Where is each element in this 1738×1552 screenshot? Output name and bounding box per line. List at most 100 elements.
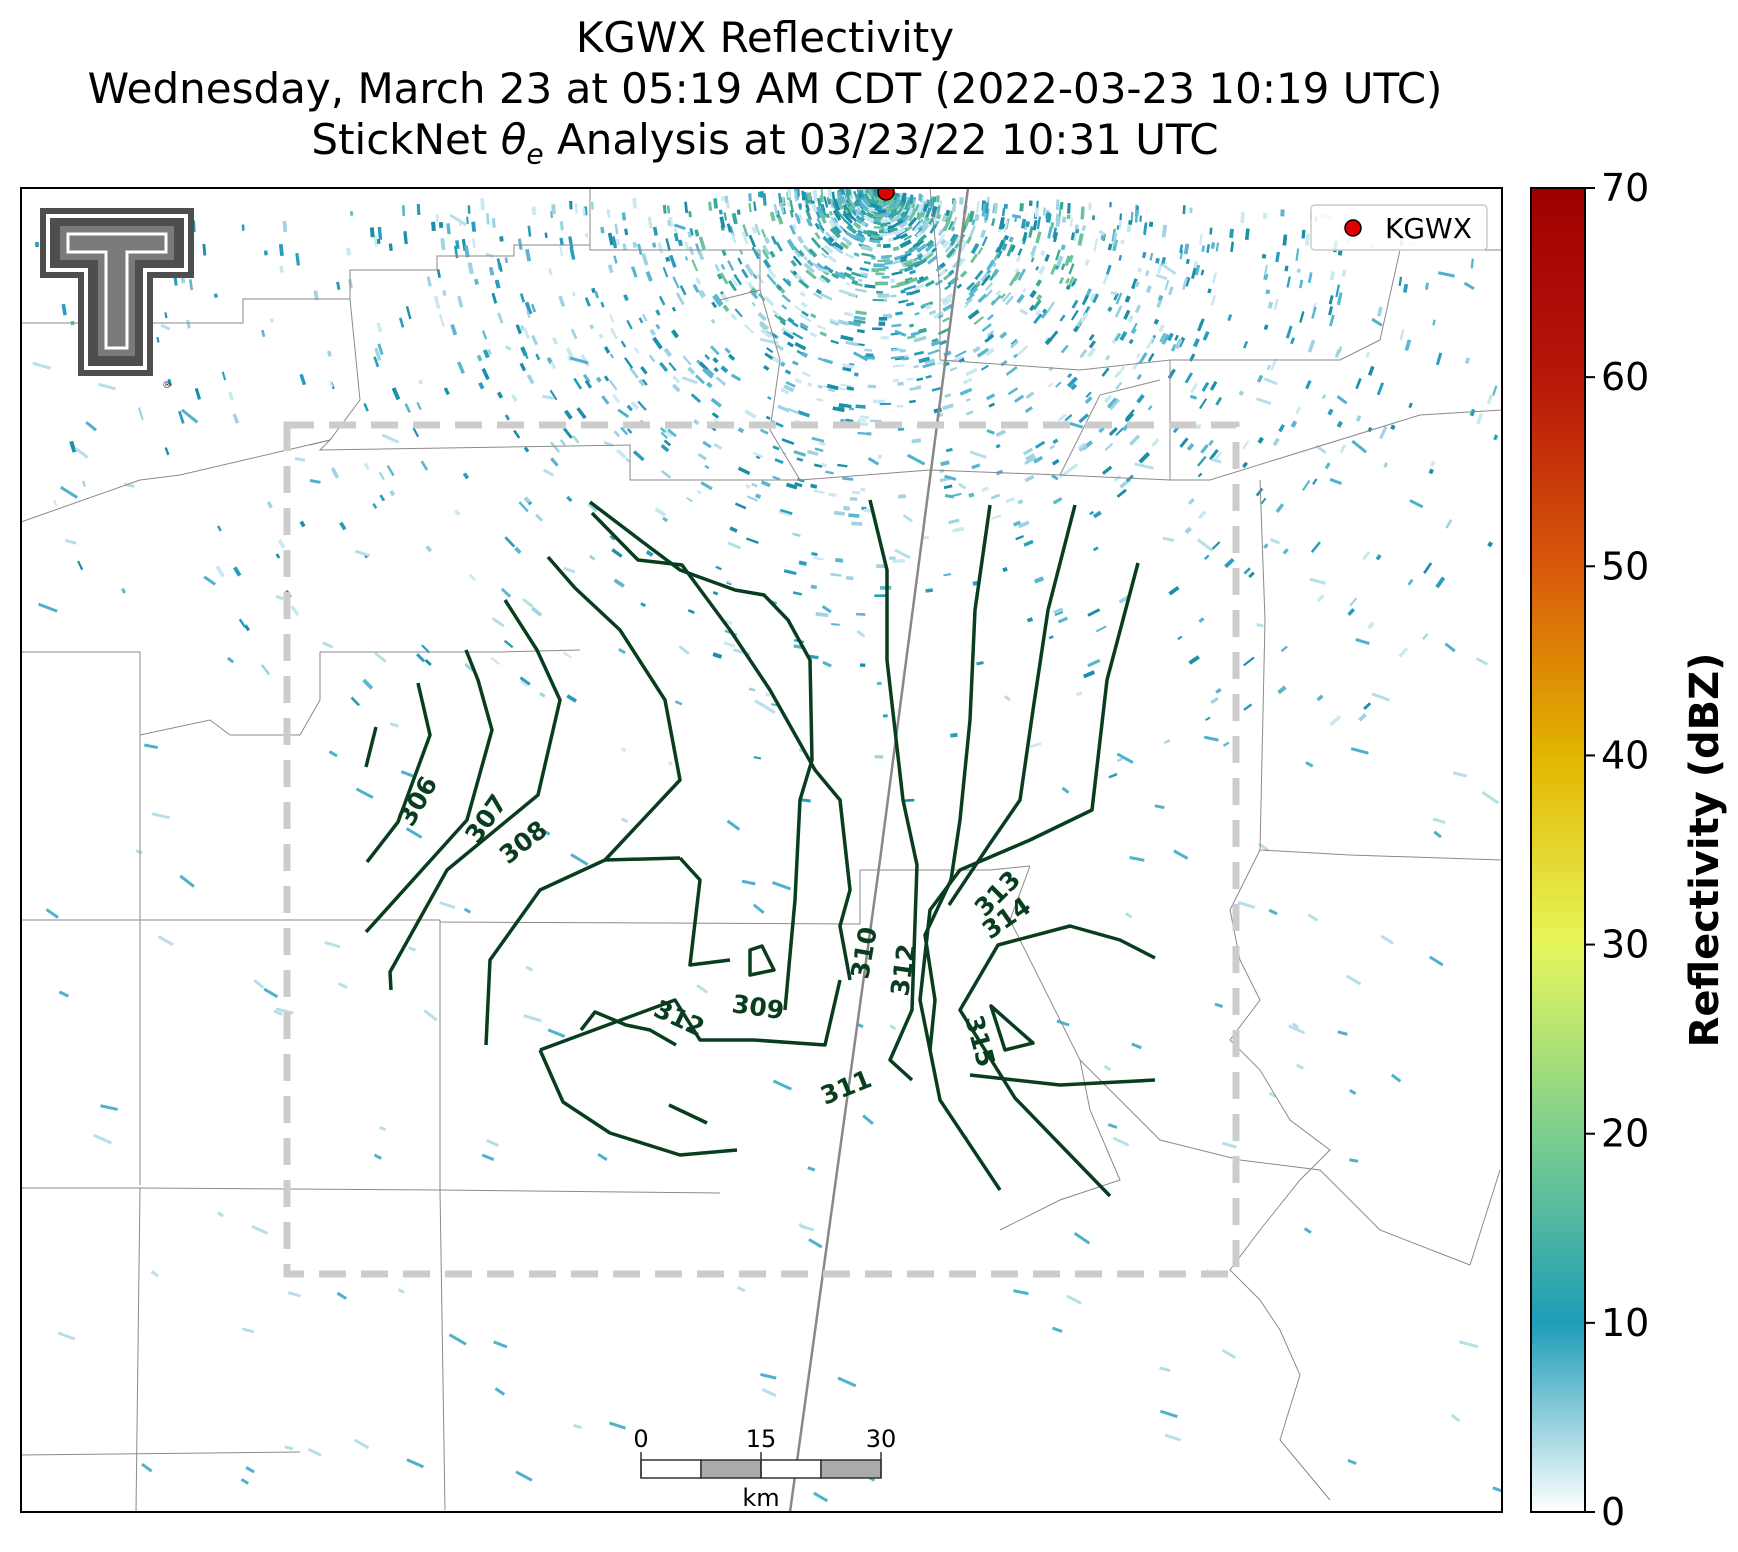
radar-echo-pixel bbox=[899, 255, 908, 261]
radar-echo-pixel bbox=[1066, 1294, 1082, 1305]
radar-echo-pixel bbox=[100, 1104, 119, 1111]
radar-echo-pixel bbox=[1224, 557, 1235, 569]
radar-echo-pixel bbox=[1212, 272, 1217, 284]
radar-echo-pixel bbox=[330, 467, 340, 479]
radar-echo-pixel bbox=[389, 722, 399, 728]
radar-echo-pixel bbox=[77, 560, 84, 571]
radar-echo-pixel bbox=[816, 262, 825, 270]
radar-echo-pixel bbox=[450, 323, 458, 336]
radar-echo-pixel bbox=[1020, 218, 1027, 229]
radar-echo-pixel bbox=[623, 294, 629, 302]
radar-echo-pixel bbox=[640, 366, 648, 375]
radar-echo-pixel bbox=[613, 430, 621, 438]
radar-echo-pixel bbox=[1108, 772, 1118, 779]
radar-echo-pixel bbox=[799, 1224, 815, 1232]
contour-label-306: 306 bbox=[392, 771, 443, 831]
radar-echo-pixel bbox=[573, 1423, 582, 1430]
radar-echo-pixel bbox=[879, 402, 892, 406]
radar-echo-pixel bbox=[987, 330, 995, 337]
radar-echo-pixel bbox=[1229, 228, 1234, 238]
radar-echo-pixel bbox=[696, 984, 709, 994]
radar-echo-pixel bbox=[559, 438, 566, 446]
radar-echo-pixel bbox=[1345, 974, 1362, 986]
radar-echo-pixel bbox=[924, 242, 935, 253]
radar-echo-pixel bbox=[792, 255, 803, 266]
radar-echo-pixel bbox=[615, 448, 627, 460]
radar-echo-pixel bbox=[843, 311, 854, 317]
radar-echo-pixel bbox=[647, 216, 653, 229]
radar-echo-pixel bbox=[608, 1421, 626, 1430]
contour-label-310: 310 bbox=[845, 925, 883, 981]
radar-echo-pixel bbox=[1157, 263, 1163, 274]
radar-echo-pixel bbox=[907, 260, 920, 269]
radar-echo-pixel bbox=[1035, 266, 1040, 271]
radar-echo-pixel bbox=[641, 313, 648, 322]
radar-echo-pixel bbox=[607, 264, 614, 274]
radar-echo-pixel bbox=[241, 1327, 255, 1334]
radar-echo-pixel bbox=[706, 381, 713, 389]
radar-echo-pixel bbox=[157, 935, 174, 946]
radar-echo-pixel bbox=[845, 340, 859, 347]
radar-echo-pixel bbox=[805, 269, 817, 280]
radar-echo-pixel bbox=[863, 194, 873, 205]
radar-echo-pixel bbox=[435, 214, 439, 222]
radar-echo-pixel bbox=[927, 349, 940, 356]
radar-echo-pixel bbox=[1033, 313, 1043, 325]
radar-echo-pixel bbox=[720, 365, 729, 373]
radar-echo-pixel bbox=[851, 279, 859, 286]
radar-echo-pixel bbox=[603, 346, 611, 354]
radar-echo-pixel bbox=[1242, 440, 1250, 450]
radar-echo-pixel bbox=[882, 243, 891, 249]
radar-echo-pixel bbox=[1321, 394, 1327, 400]
radar-echo-pixel bbox=[1380, 934, 1394, 945]
radar-echo-pixel bbox=[677, 239, 684, 247]
radar-echo-pixel bbox=[936, 195, 940, 203]
radar-echo-pixel bbox=[1015, 534, 1024, 541]
radar-echo-pixel bbox=[1215, 687, 1222, 694]
radar-echo-pixel bbox=[1082, 670, 1096, 679]
radar-echo-pixel bbox=[1240, 212, 1245, 224]
radar-echo-pixel bbox=[1210, 541, 1221, 552]
radar-echo-pixel bbox=[840, 334, 854, 342]
radar-echo-pixel bbox=[1355, 415, 1362, 422]
radar-echo-pixel bbox=[829, 227, 841, 239]
radar-echo-pixel bbox=[1312, 478, 1318, 485]
radar-echo-pixel bbox=[726, 223, 732, 233]
radar-echo-pixel bbox=[1030, 257, 1035, 263]
radar-echo-pixel bbox=[584, 379, 592, 389]
radar-echo-pixel bbox=[859, 663, 866, 667]
radar-echo-pixel bbox=[373, 651, 387, 663]
radar-echo-pixel bbox=[727, 580, 733, 584]
radar-echo-pixel bbox=[504, 345, 512, 351]
radar-echo-pixel bbox=[945, 293, 954, 301]
radar-echo-pixel bbox=[1355, 377, 1362, 390]
radar-echo-pixel bbox=[1198, 617, 1205, 623]
radar-echo-pixel bbox=[350, 696, 360, 707]
radar-echo-pixel bbox=[828, 210, 833, 216]
radar-echo-pixel bbox=[681, 376, 698, 385]
radar-echo-pixel bbox=[899, 239, 912, 249]
radar-echo-pixel bbox=[1002, 291, 1012, 303]
radar-echo-pixel bbox=[1017, 499, 1024, 505]
radar-echo-pixel bbox=[655, 323, 661, 330]
radar-echo-pixel bbox=[1282, 548, 1289, 555]
radar-echo-pixel bbox=[1365, 351, 1370, 358]
radar-echo-pixel bbox=[793, 450, 807, 457]
radar-echo-pixel bbox=[632, 198, 637, 209]
radar-echo-pixel bbox=[855, 288, 867, 293]
radar-echo-pixel bbox=[853, 252, 860, 257]
radar-echo-pixel bbox=[860, 221, 867, 227]
radar-echo-pixel bbox=[1201, 245, 1206, 253]
radar-echo-pixel bbox=[1463, 281, 1475, 291]
radar-echo-pixel bbox=[1028, 226, 1034, 238]
radar-echo-pixel bbox=[1050, 263, 1058, 275]
radar-echo-pixel bbox=[730, 232, 737, 244]
radar-echo-pixel bbox=[972, 345, 981, 354]
radar-echo-pixel bbox=[624, 357, 634, 369]
radar-echo-pixel bbox=[736, 209, 741, 215]
radar-echo-pixel bbox=[1065, 277, 1070, 284]
radar-echo-pixel bbox=[74, 447, 89, 459]
radar-echo-pixel bbox=[817, 223, 825, 234]
radar-echo-pixel bbox=[855, 310, 867, 316]
